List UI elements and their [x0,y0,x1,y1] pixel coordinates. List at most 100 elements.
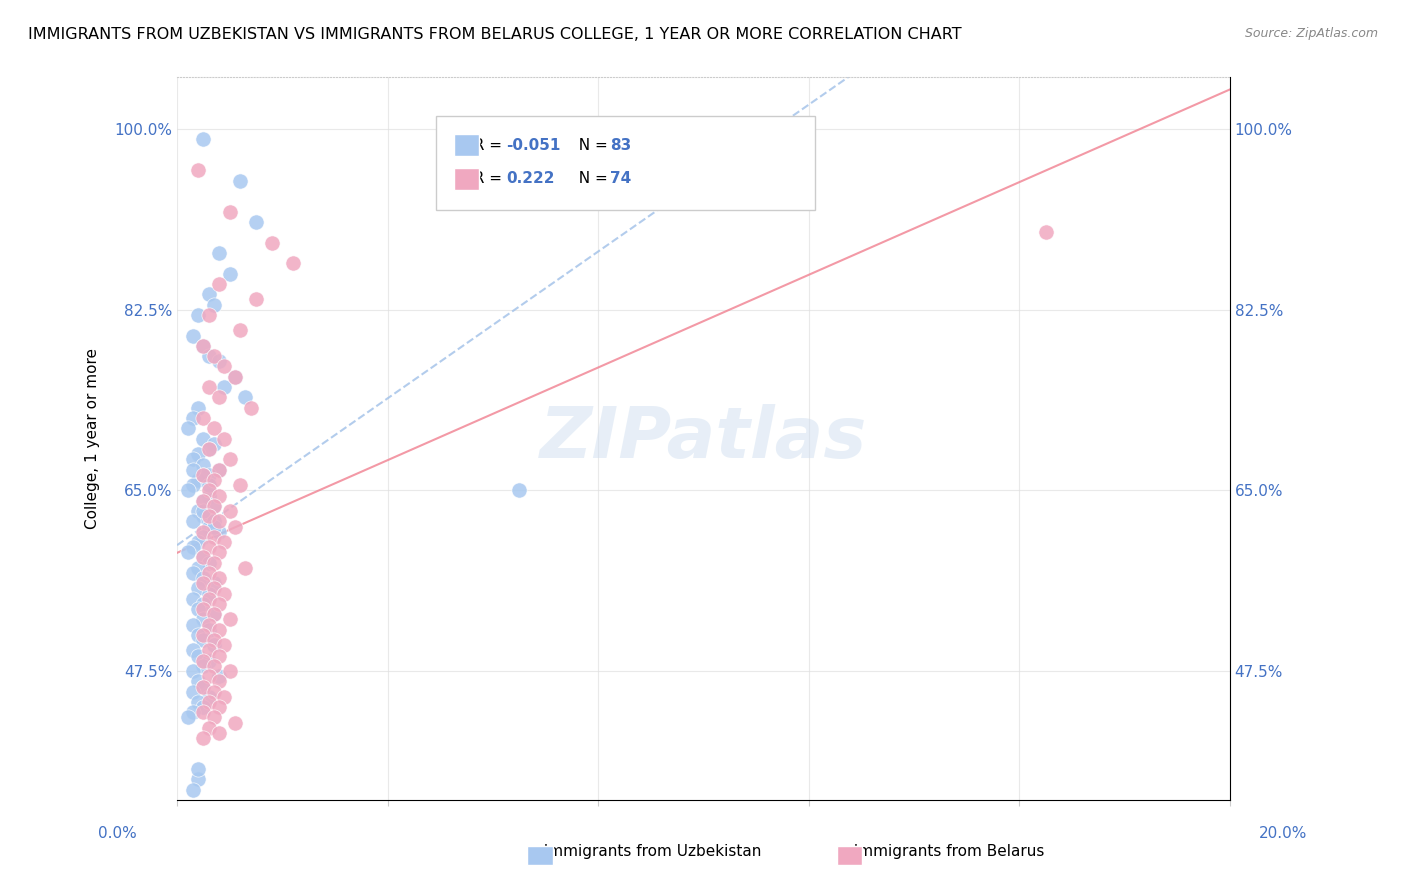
Point [208,514,231,528]
Point [197,442,219,456]
Point [214,586,236,600]
Text: 0.0%: 0.0% [98,827,138,841]
Point [197,489,219,503]
Point [202,556,225,570]
Text: ZIPatlas: ZIPatlas [540,404,868,474]
Point [208,463,231,477]
Point [187,163,209,178]
Point [193,530,215,544]
Point [218,664,240,678]
Point [197,654,219,668]
Point [193,706,215,720]
Y-axis label: College, 1 year or more: College, 1 year or more [86,348,100,529]
Point [208,545,231,559]
Text: 0.222: 0.222 [506,171,554,186]
Point [181,514,204,528]
Point [197,442,219,456]
Point [208,277,231,291]
Point [193,432,215,446]
Point [208,648,231,663]
Point [197,483,219,498]
Point [214,359,236,374]
Point [187,447,209,461]
Point [197,308,219,322]
Point [187,762,209,776]
Text: R =: R = [464,171,506,186]
Point [193,458,215,472]
Point [176,545,198,559]
Point [193,680,215,694]
Point [193,731,215,746]
Point [214,690,236,704]
Point [193,493,215,508]
Point [193,550,215,565]
Point [197,721,219,735]
Point [239,401,262,415]
Point [193,659,215,673]
Point [208,246,231,260]
Point [193,504,215,518]
Point [187,504,209,518]
Point [181,684,204,698]
Point [208,726,231,740]
Point [202,607,225,622]
Point [197,478,219,492]
Text: Immigrants from Belarus: Immigrants from Belarus [844,845,1045,859]
Point [202,710,225,724]
Point [181,566,204,580]
Point [202,607,225,622]
Point [202,659,225,673]
Point [224,369,246,384]
Point [193,339,215,353]
Point [260,235,283,250]
Point [193,654,215,668]
Point [181,782,204,797]
Point [202,576,225,591]
Point [193,602,215,616]
Text: 74: 74 [610,171,631,186]
Point [197,617,219,632]
Point [181,617,204,632]
Point [187,561,209,575]
Point [202,530,225,544]
Point [193,633,215,648]
Point [218,612,240,626]
Point [197,586,219,600]
Point [187,308,209,322]
Point [224,369,246,384]
Point [193,571,215,585]
Point [214,432,236,446]
Point [208,391,231,405]
Point [187,648,209,663]
Point [208,524,231,539]
Text: 83: 83 [610,138,631,153]
Point [187,772,209,787]
Point [202,473,225,487]
Point [202,499,225,513]
Point [218,204,240,219]
Point [176,483,198,498]
Text: N =: N = [569,138,613,153]
Point [197,287,219,301]
Point [208,674,231,689]
Point [218,504,240,518]
Point [193,467,215,482]
Point [193,524,215,539]
Point [202,633,225,648]
Point [197,467,219,482]
Point [181,478,204,492]
Text: Immigrants from Uzbekistan: Immigrants from Uzbekistan [534,845,762,859]
Point [187,674,209,689]
Point [197,540,219,554]
Text: IMMIGRANTS FROM UZBEKISTAN VS IMMIGRANTS FROM BELARUS COLLEGE, 1 YEAR OR MORE CO: IMMIGRANTS FROM UZBEKISTAN VS IMMIGRANTS… [28,27,962,42]
Point [181,540,204,554]
Point [193,576,215,591]
Point [508,483,530,498]
Point [197,519,219,533]
Point [181,463,204,477]
Point [202,638,225,652]
Point [224,715,246,730]
Point [197,566,219,580]
Point [193,680,215,694]
Point [187,473,209,487]
